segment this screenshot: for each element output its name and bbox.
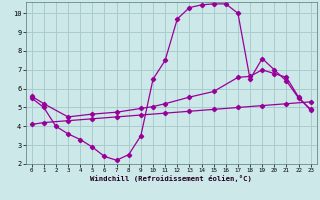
X-axis label: Windchill (Refroidissement éolien,°C): Windchill (Refroidissement éolien,°C) — [90, 175, 252, 182]
